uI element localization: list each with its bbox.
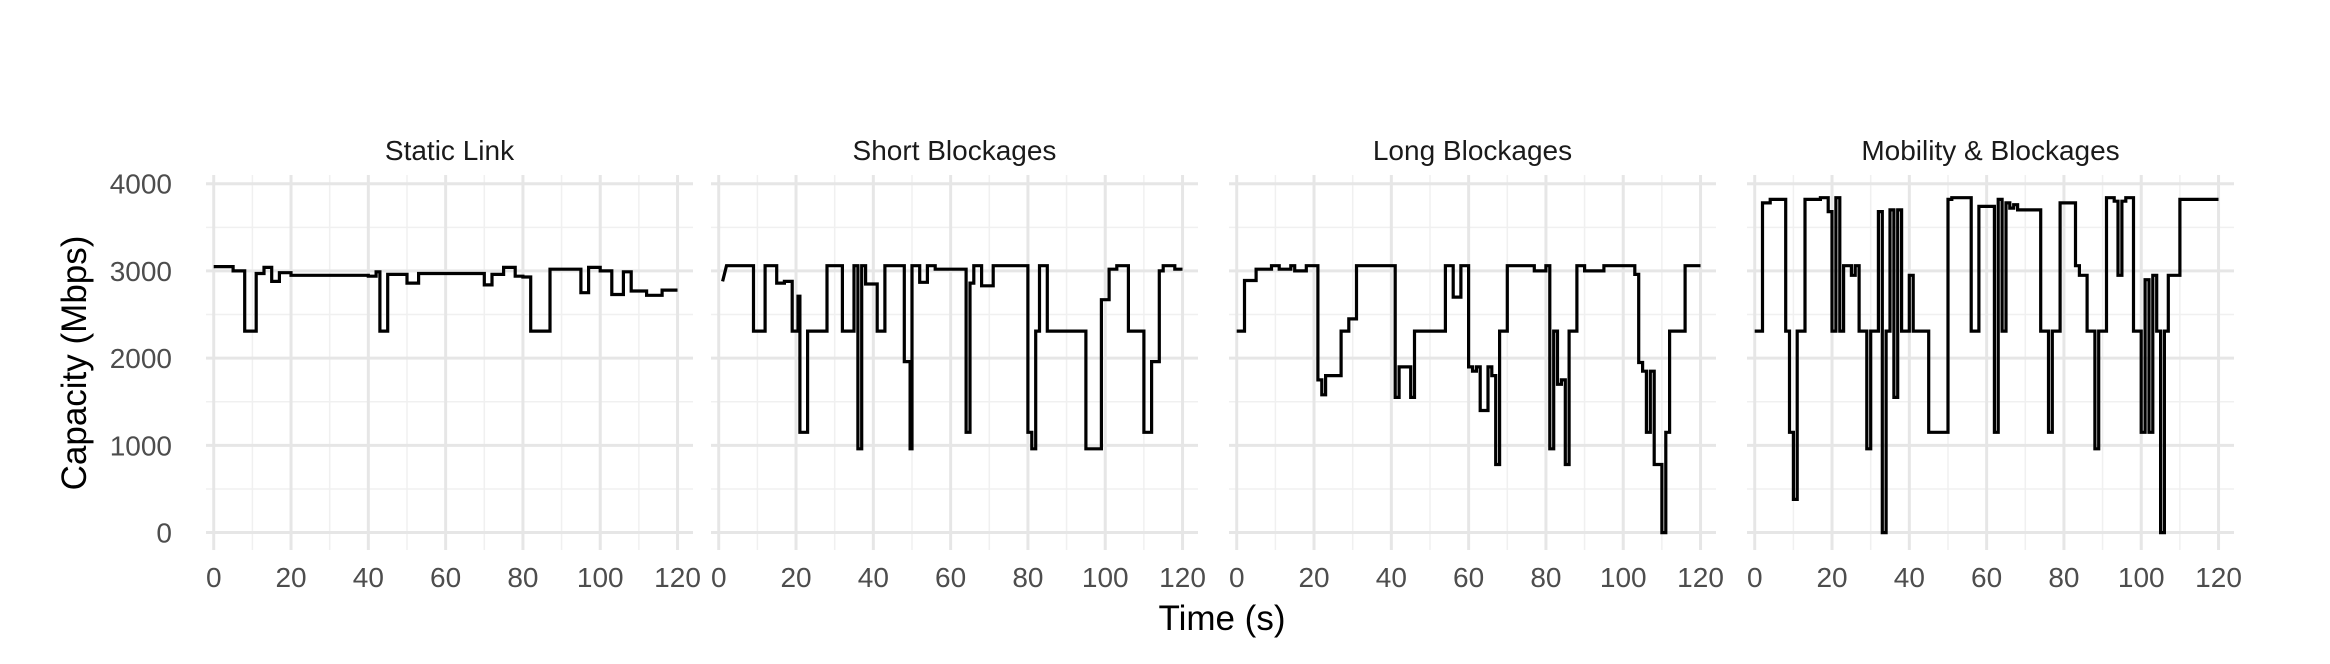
- panel-title: Short Blockages: [853, 135, 1057, 166]
- y-tick-label: 3000: [110, 256, 172, 287]
- x-axis-title: Time (s): [1158, 599, 1285, 638]
- x-tick-label: 80: [1530, 562, 1561, 593]
- x-tick-label: 120: [654, 562, 701, 593]
- x-tick-label: 100: [1600, 562, 1647, 593]
- panel-title: Long Blockages: [1373, 135, 1572, 166]
- x-tick-label: 120: [1159, 562, 1206, 593]
- x-tick-label: 0: [1229, 562, 1245, 593]
- panel-title: Mobility & Blockages: [1861, 135, 2119, 166]
- x-tick-label: 40: [353, 562, 384, 593]
- facet-panel: Short Blockages 0 20 40 60 80 100 120: [711, 135, 1206, 593]
- capacity-series-line: [213, 265, 678, 333]
- facet-panel: Long Blockages 0 20 40 60 80 100 120: [1229, 135, 1724, 593]
- x-tick-label: 100: [1082, 562, 1129, 593]
- x-tick-label: 120: [1677, 562, 1724, 593]
- x-tick-label: 20: [780, 562, 811, 593]
- capacity-series-line: [1754, 196, 2219, 535]
- x-tick-label: 20: [1816, 562, 1847, 593]
- x-tick-label: 40: [1894, 562, 1925, 593]
- x-tick-label: 80: [507, 562, 538, 593]
- x-tick-label: 0: [711, 562, 727, 593]
- x-tick-label: 60: [430, 562, 461, 593]
- x-tick-label: 60: [935, 562, 966, 593]
- x-tick-label: 60: [1453, 562, 1484, 593]
- facet-panel: Static Link 0 20 40 60 80 100 120 0 1000 2000 3000 4…: [110, 135, 701, 593]
- x-tick-label: 20: [275, 562, 306, 593]
- x-tick-label: 80: [2048, 562, 2079, 593]
- x-tick-label: 100: [577, 562, 624, 593]
- y-tick-label: 1000: [110, 430, 172, 461]
- x-tick-label: 60: [1971, 562, 2002, 593]
- y-tick-label: 4000: [110, 169, 172, 200]
- x-tick-label: 0: [1747, 562, 1763, 593]
- capacity-series-line: [721, 264, 1183, 451]
- x-tick-label: 80: [1012, 562, 1043, 593]
- x-tick-label: 40: [858, 562, 889, 593]
- x-tick-label: 100: [2118, 562, 2165, 593]
- x-tick-label: 0: [206, 562, 222, 593]
- facet-panel: Mobility & Blockages 0 20 40 60 80 100 120: [1747, 135, 2242, 593]
- y-axis-title: Capacity (Mbps): [55, 236, 94, 491]
- y-tick-label: 0: [156, 518, 172, 549]
- y-tick-label: 2000: [110, 343, 172, 374]
- panel-title: Static Link: [385, 135, 515, 166]
- x-tick-label: 120: [2195, 562, 2242, 593]
- x-tick-label: 20: [1298, 562, 1329, 593]
- capacity-series-line: [1236, 264, 1701, 535]
- x-tick-label: 40: [1376, 562, 1407, 593]
